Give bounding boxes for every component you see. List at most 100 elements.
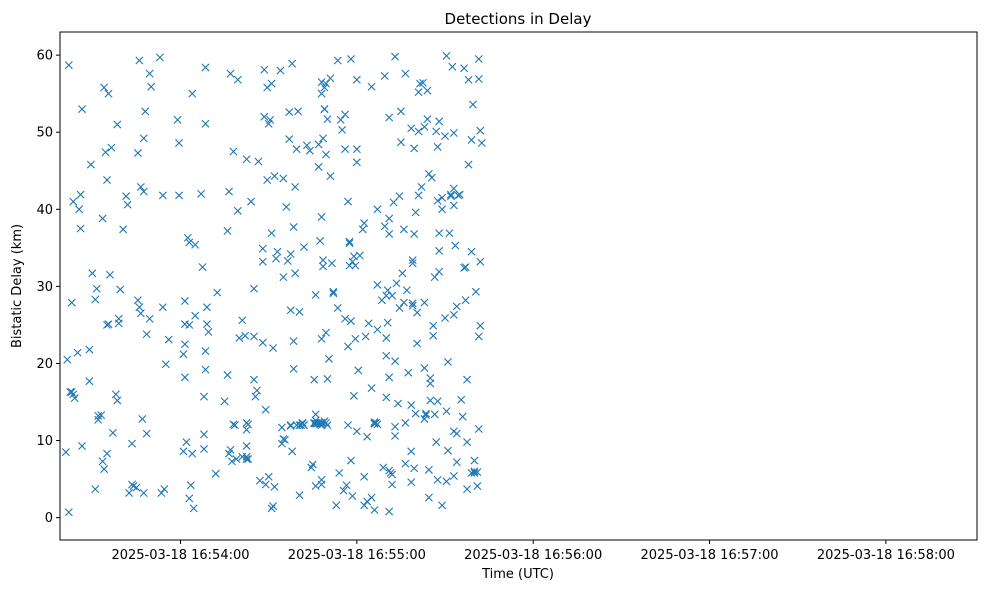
data-point [388,480,397,489]
data-point [264,472,273,481]
data-point [399,225,408,234]
data-point [477,139,486,147]
data-point [335,468,344,477]
data-point [76,224,85,233]
data-point [314,140,323,149]
data-point [441,132,450,141]
data-point [116,285,125,294]
data-point [141,107,150,116]
data-point [220,397,229,406]
data-point [435,267,444,276]
data-point [64,508,73,517]
data-point [470,467,479,476]
data-point [432,127,441,136]
data-point [321,79,330,88]
data-point [410,464,419,473]
data-point [388,470,397,479]
data-point [191,240,200,249]
data-point [288,447,297,456]
data-point [97,411,106,420]
data-point [410,229,419,238]
data-point [286,421,295,430]
data-point [395,192,404,201]
y-tick-label: 10 [36,434,53,449]
plot-area [59,31,978,541]
data-point [123,200,132,209]
data-point [145,69,154,78]
data-point [69,197,78,206]
data-point [104,89,113,98]
data-point [385,507,394,516]
data-point [139,134,148,143]
data-point [460,64,469,73]
data-point [200,430,209,439]
data-points [61,51,486,517]
data-point [272,254,281,263]
data-point [286,306,295,315]
data-point [438,205,447,214]
data-point [261,480,270,489]
data-point [258,257,267,266]
data-point [78,105,87,114]
data-point [420,122,429,131]
data-point [355,251,364,260]
data-point [242,155,251,164]
data-point [426,396,435,405]
data-point [383,286,392,295]
data-point [135,56,144,65]
data-point [392,279,401,288]
data-point [414,88,423,97]
data-point [211,469,220,478]
data-point [213,288,222,297]
data-point [441,314,450,322]
data-point [142,330,151,339]
data-point [258,244,267,253]
data-point [295,307,304,316]
data-point [341,145,350,154]
data-point [270,172,279,181]
data-point [285,135,294,144]
data-point [113,120,122,129]
data-point [352,427,361,436]
data-point [408,256,417,265]
data-point [104,320,113,329]
data-point [324,354,333,363]
data-point [476,321,485,330]
data-point [326,74,335,83]
data-point [379,463,388,472]
data-point [100,83,109,92]
data-point [427,173,436,182]
data-point [288,59,297,68]
data-point [200,445,209,454]
data-point [421,411,430,420]
data-point [91,485,100,494]
data-point [323,421,332,430]
data-point [388,291,397,300]
x-axis-ticks: 2025-03-18 16:54:00 2025-03-18 16:55:00 20… [111,540,955,563]
x-tick-label: 2025-03-18 16:57:00 [641,548,779,563]
data-point [85,377,94,386]
data-point [354,366,363,375]
data-point [100,465,109,474]
data-point [391,431,400,440]
data-point [385,466,394,475]
data-point [382,351,391,360]
data-point [351,334,360,343]
data-point [242,455,251,464]
data-point [238,316,247,325]
data-point [88,269,97,278]
data-point [86,160,95,169]
data-point [147,82,156,91]
data-point [448,62,457,71]
data-point [391,422,400,431]
data-point [398,269,407,278]
data-point [407,124,416,133]
data-point [223,371,232,380]
data-point [255,476,264,485]
data-point [70,394,79,403]
data-point [401,459,410,468]
data-point [267,229,276,238]
data-point [316,236,325,245]
data-point [367,82,376,91]
